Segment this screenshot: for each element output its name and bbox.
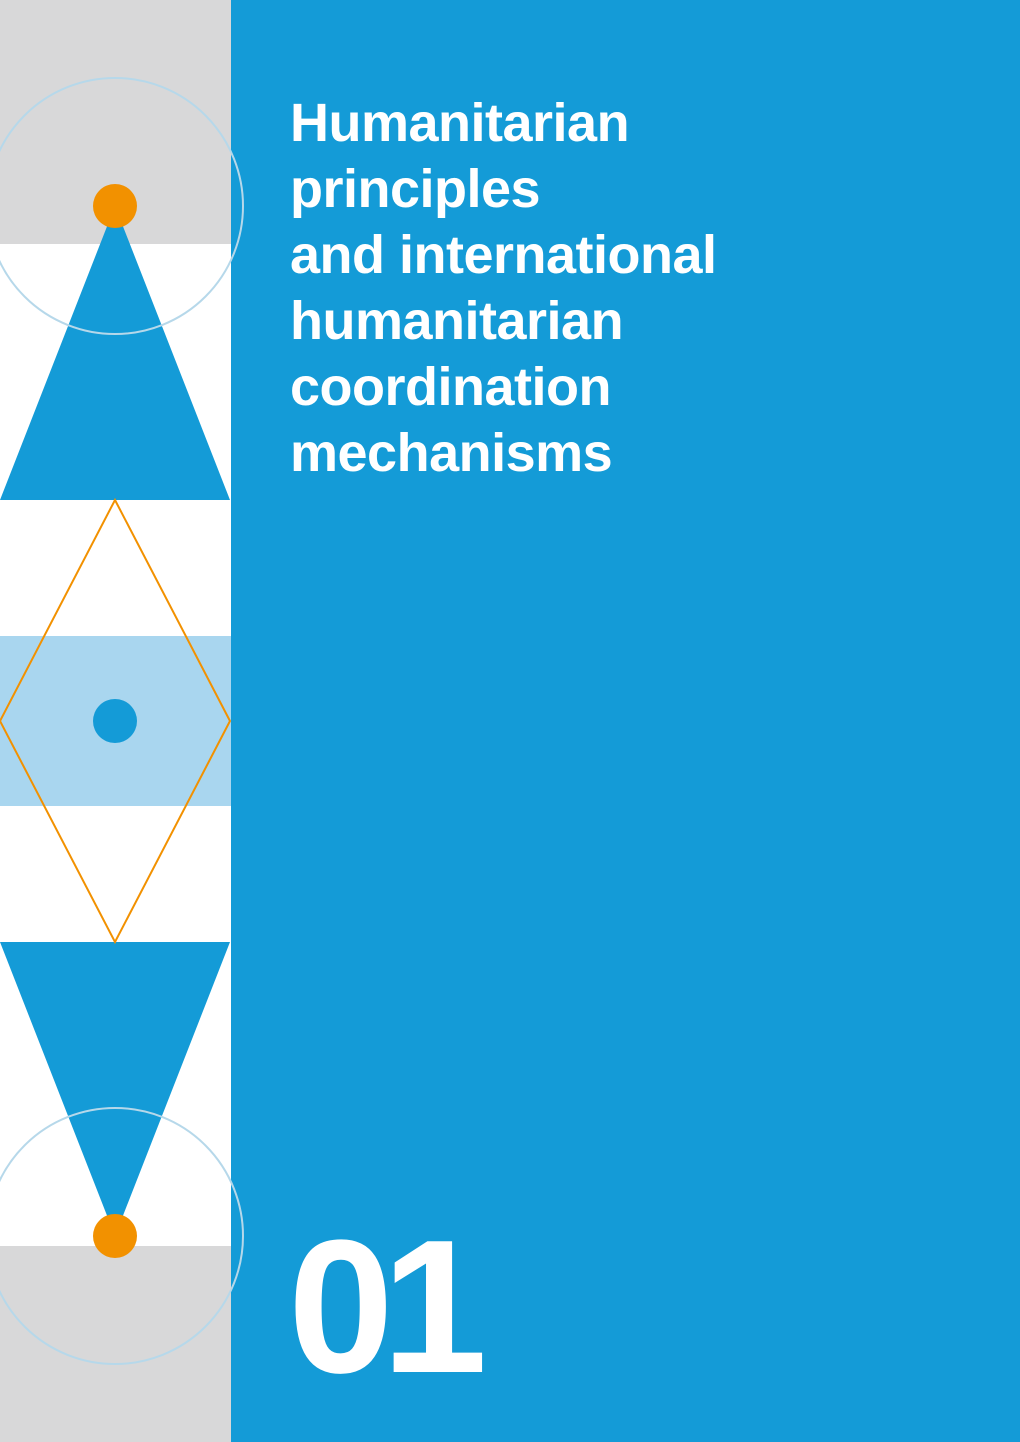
title-line: humanitarian [290,288,930,354]
page: Humanitarian principles and internationa… [0,0,1020,1442]
decorative-dot-blue [93,699,137,743]
decorative-triangle [0,206,230,500]
title-line: coordination [290,354,930,420]
decorative-dot-orange [93,184,137,228]
title-line: Humanitarian [290,90,930,156]
title-line: principles [290,156,930,222]
decorative-dot-orange [93,1214,137,1258]
title-line: and international [290,222,930,288]
decorative-triangle [0,942,230,1236]
chapter-title: Humanitarian principles and internationa… [290,90,930,486]
title-line: mechanisms [290,420,930,486]
chapter-number: 01 [288,1212,475,1402]
